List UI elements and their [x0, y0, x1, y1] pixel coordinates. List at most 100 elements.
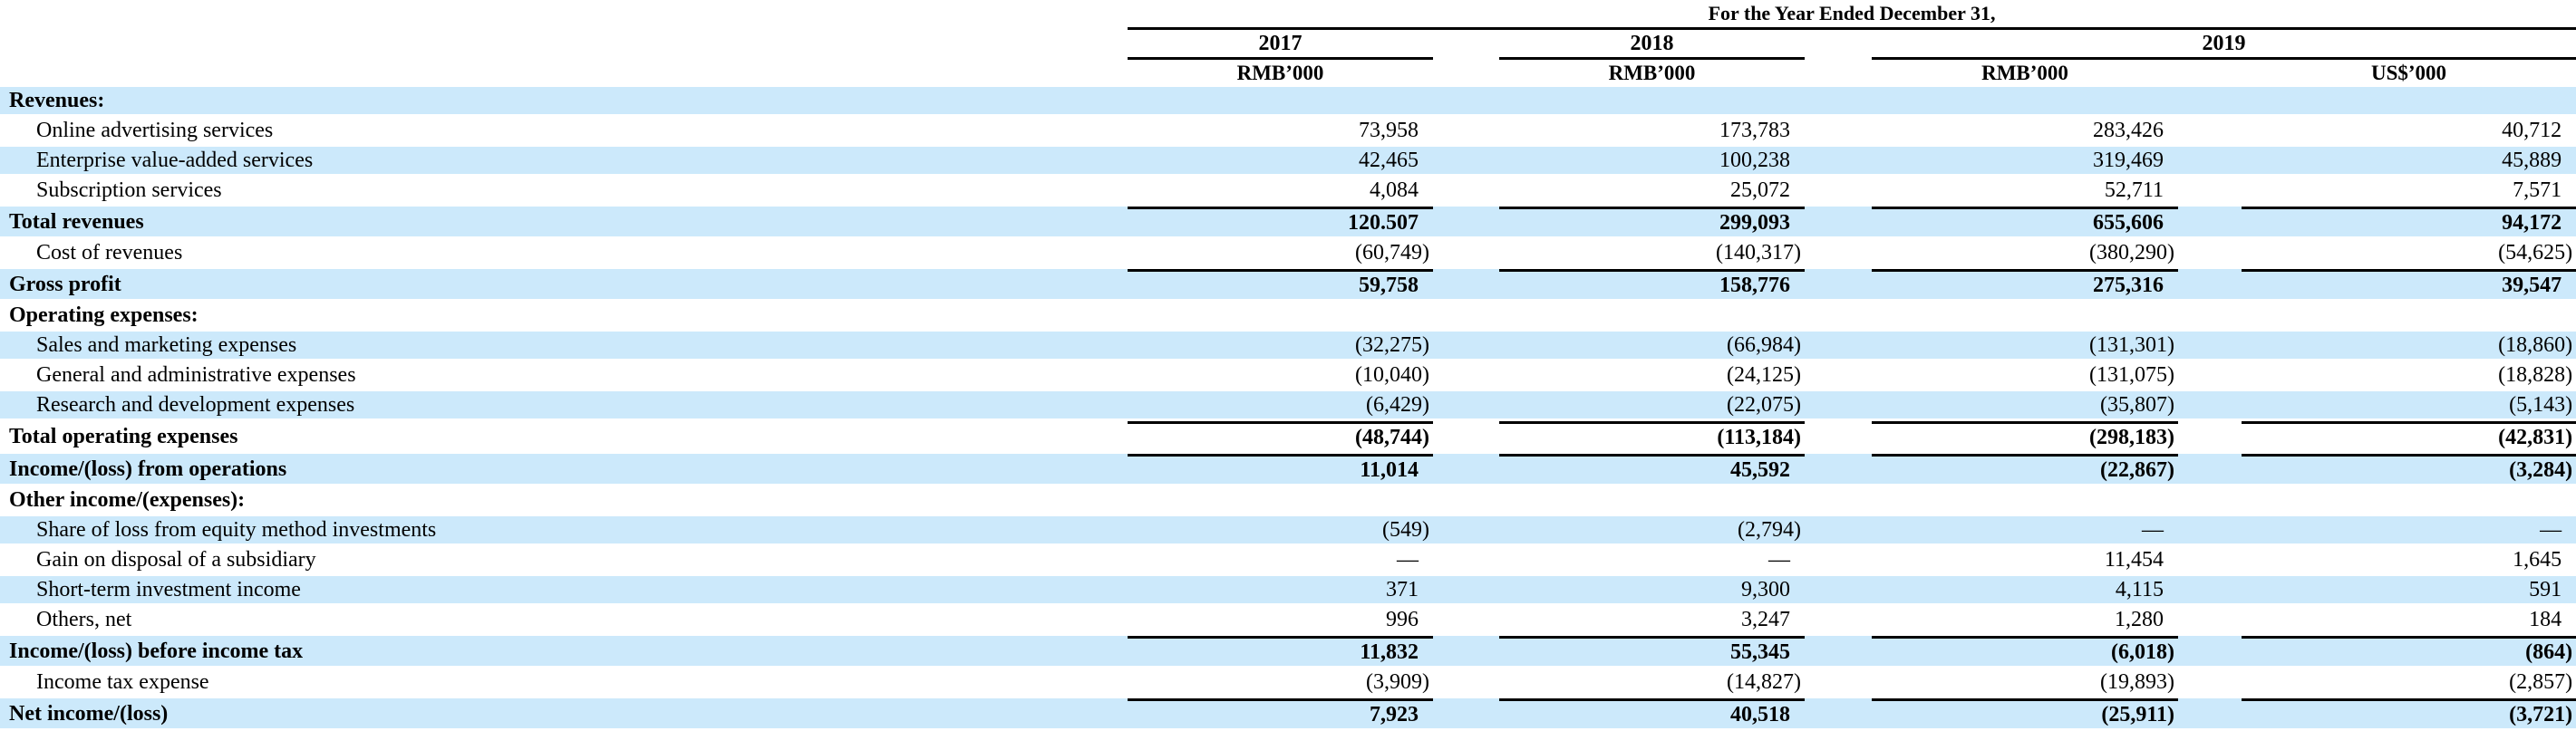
column-gap: [2178, 421, 2242, 454]
row-value: 283,426: [1872, 117, 2178, 147]
row-value: (35,807): [1872, 391, 2178, 421]
column-gap: [1433, 391, 1499, 421]
row-value: 591: [2242, 576, 2576, 606]
row-value: (60,749): [1128, 239, 1433, 269]
row-value: (25,911): [1872, 698, 2178, 731]
unit-header-2018: RMB’000: [1608, 62, 1696, 84]
column-gap: [1805, 516, 1872, 546]
row-value: (5,143): [2242, 391, 2576, 421]
column-gap: [1433, 636, 1499, 668]
column-gap: [1433, 302, 1499, 332]
row-value: 371: [1128, 576, 1433, 606]
column-gap: [1433, 668, 1499, 698]
table-row: Short-term investment income 371 9,300 4…: [0, 576, 2576, 606]
column-gap: [1433, 269, 1499, 302]
unit-header-2019-usd: US$’000: [2371, 62, 2447, 84]
row-value: 7,923: [1128, 698, 1433, 731]
row-value: (380,290): [1872, 239, 2178, 269]
row-value: 11,832: [1128, 636, 1433, 668]
row-value: 1,280: [1872, 606, 2178, 636]
table-row: Enterprise value-added services 42,465 1…: [0, 147, 2576, 177]
column-gap: [1433, 606, 1499, 636]
row-value: [1499, 302, 1805, 332]
year-2017-header: 2017: [1128, 30, 1433, 60]
row-value: —: [1499, 546, 1805, 576]
column-gap: [1433, 332, 1499, 361]
row-value: [2242, 486, 2576, 516]
column-gap: [1433, 361, 1499, 391]
column-gap: [2178, 454, 2242, 486]
column-gap: [1805, 60, 1872, 87]
row-value: (131,075): [1872, 361, 2178, 391]
row-label: Sales and marketing expenses: [0, 332, 1128, 361]
row-value: 40,518: [1499, 698, 1805, 731]
row-label: Total revenues: [0, 207, 1128, 239]
row-value: (18,860): [2242, 332, 2576, 361]
row-label: Gross profit: [0, 269, 1128, 302]
table-row: Subscription services 4,084 25,072 52,71…: [0, 177, 2576, 207]
row-value: 73,958: [1128, 117, 1433, 147]
row-value: [1499, 87, 1805, 117]
column-gap: [2178, 668, 2242, 698]
row-value: (22,075): [1499, 391, 1805, 421]
table-row: Revenues:: [0, 87, 2576, 117]
unit-header-2017: RMB’000: [1236, 62, 1324, 84]
table-row: Income tax expense (3,909) (14,827) (19,…: [0, 668, 2576, 698]
header-spacer: [0, 60, 1128, 87]
table-header: For the Year Ended December 31, 2017 201…: [0, 0, 2576, 87]
row-value: (3,284): [2242, 454, 2576, 486]
row-value: 11,454: [1872, 546, 2178, 576]
table-row: Income/(loss) before income tax 11,832 5…: [0, 636, 2576, 668]
row-value: 7,571: [2242, 177, 2576, 207]
row-value: (24,125): [1499, 361, 1805, 391]
table-row: Total operating expenses (48,744) (113,1…: [0, 421, 2576, 454]
row-label: Research and development expenses: [0, 391, 1128, 421]
column-gap: [2178, 516, 2242, 546]
table-row: Gain on disposal of a subsidiary — — 11,…: [0, 546, 2576, 576]
column-gap: [1433, 117, 1499, 147]
row-label: Total operating expenses: [0, 421, 1128, 454]
row-value: 996: [1128, 606, 1433, 636]
row-value: [2242, 87, 2576, 117]
row-value: (18,828): [2242, 361, 2576, 391]
column-gap: [2178, 636, 2242, 668]
row-value: (48,744): [1128, 421, 1433, 454]
column-gap: [1433, 147, 1499, 177]
row-value: —: [2242, 516, 2576, 546]
column-gap: [2178, 302, 2242, 332]
column-gap: [1805, 269, 1872, 302]
row-value: 45,592: [1499, 454, 1805, 486]
column-gap: [1805, 391, 1872, 421]
row-value: 184: [2242, 606, 2576, 636]
header-spacer: [0, 0, 1128, 30]
row-value: (2,857): [2242, 668, 2576, 698]
table-row: Online advertising services 73,958 173,7…: [0, 117, 2576, 147]
row-label: Gain on disposal of a subsidiary: [0, 546, 1128, 576]
row-value: 319,469: [1872, 147, 2178, 177]
column-gap: [2178, 391, 2242, 421]
column-gap: [2178, 87, 2242, 117]
column-gap: [1805, 332, 1872, 361]
column-gap: [1433, 60, 1499, 87]
row-label: Share of loss from equity method investm…: [0, 516, 1128, 546]
table-row: Cost of revenues (60,749) (140,317) (380…: [0, 239, 2576, 269]
column-gap: [1433, 698, 1499, 731]
row-value: 158,776: [1499, 269, 1805, 302]
column-gap: [1433, 454, 1499, 486]
row-label: Enterprise value-added services: [0, 147, 1128, 177]
table-row: Net income/(loss) 7,923 40,518 (25,911) …: [0, 698, 2576, 731]
column-gap: [1805, 576, 1872, 606]
row-value: (3,721): [2242, 698, 2576, 731]
table-row: Share of loss from equity method investm…: [0, 516, 2576, 546]
row-value: (32,275): [1128, 332, 1433, 361]
column-gap: [2178, 60, 2242, 87]
column-gap: [1805, 636, 1872, 668]
row-label: Cost of revenues: [0, 239, 1128, 269]
column-gap: [2178, 546, 2242, 576]
column-gap: [1433, 421, 1499, 454]
row-label: Income tax expense: [0, 668, 1128, 698]
header-years-row: 2017 2018 2019: [0, 30, 2576, 60]
header-spacer: [0, 30, 1128, 60]
row-value: [1499, 486, 1805, 516]
row-value: [1872, 87, 2178, 117]
